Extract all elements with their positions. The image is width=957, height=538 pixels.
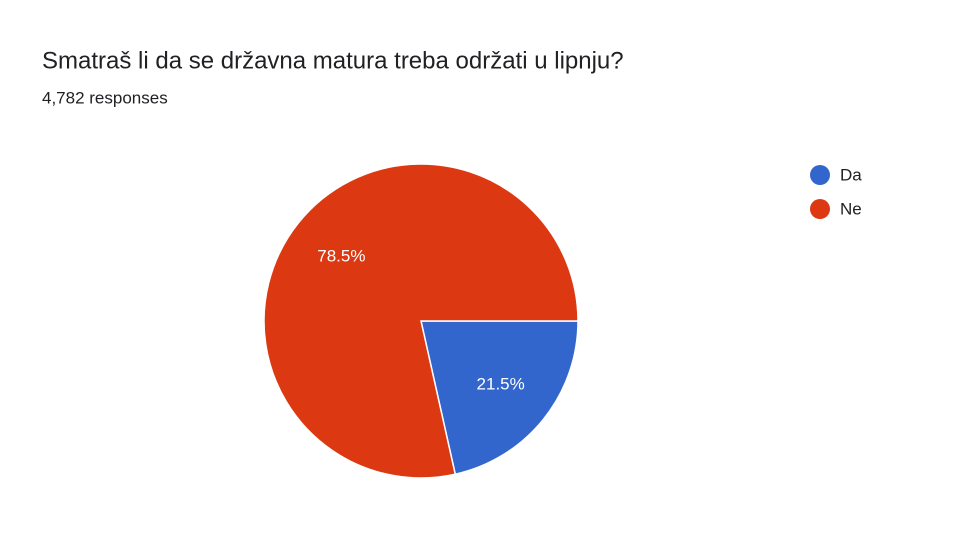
pie-slice <box>263 163 579 479</box>
slice-label: 78.5% <box>317 247 365 266</box>
legend-marker <box>810 165 830 185</box>
chart-title: Smatraš li da se državna matura treba od… <box>42 47 624 74</box>
legend-label: Da <box>840 165 862 184</box>
pie-slice <box>420 320 579 476</box>
slice-label: 21.5% <box>477 374 525 393</box>
chart-subtitle: 4,782 responses <box>42 88 168 107</box>
legend-label: Ne <box>840 199 862 218</box>
legend-marker <box>810 199 830 219</box>
